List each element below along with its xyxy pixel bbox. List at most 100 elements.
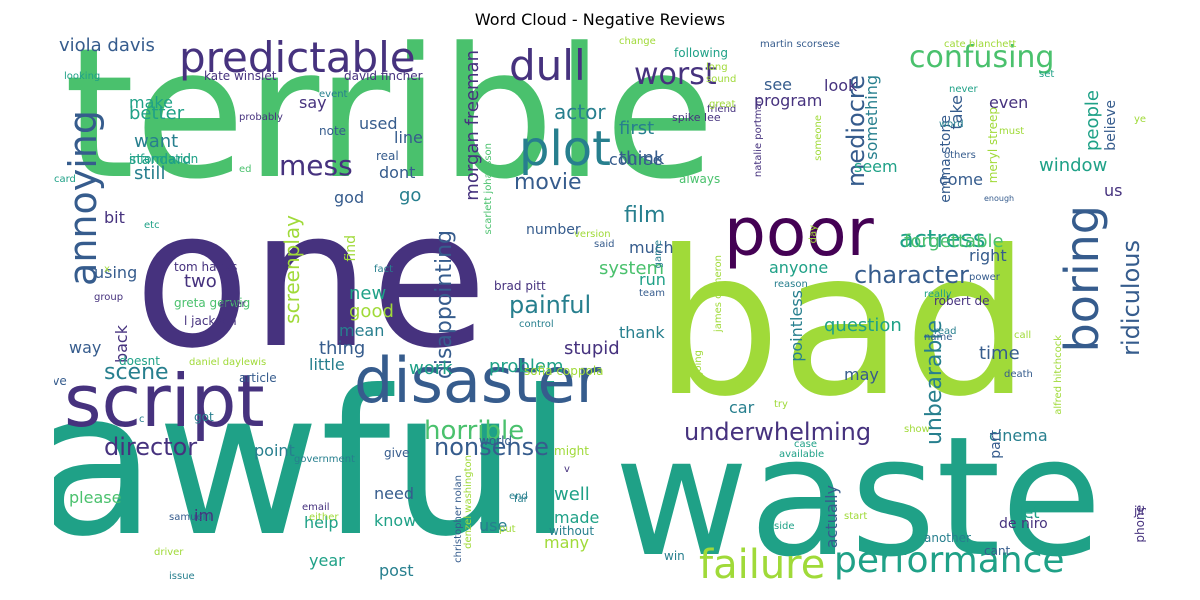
word-daniel-daylewis: daniel daylewis <box>189 357 267 368</box>
word-might: might <box>554 444 589 458</box>
word-im: im <box>194 506 215 525</box>
word-director: director <box>104 433 198 461</box>
word-believe: believe <box>1103 100 1119 151</box>
word-painful: painful <box>509 291 592 319</box>
word-robert-de: robert de <box>934 294 990 308</box>
word-never: never <box>949 84 978 95</box>
word-find: find <box>343 235 359 262</box>
word-scene: scene <box>104 360 169 385</box>
word-really: really <box>924 289 952 300</box>
word-part: part <box>988 430 1004 459</box>
word-right: right <box>969 246 1007 265</box>
word-seem: seem <box>854 157 898 176</box>
word-ridiculous: ridiculous <box>1117 240 1145 356</box>
word-greta-gerwig: greta gerwig <box>174 296 251 310</box>
word-try: try <box>774 399 788 410</box>
word-word: word <box>939 119 964 130</box>
word-control: control <box>519 319 554 330</box>
word-name: name <box>924 332 953 343</box>
word-denzel-washington: denzel washington <box>463 455 474 549</box>
word-script: script <box>64 359 265 443</box>
word-see: see <box>764 75 793 94</box>
word-good: good <box>349 301 394 322</box>
word-number: number <box>526 222 581 238</box>
word-team: team <box>639 288 665 299</box>
word-win: win <box>664 549 685 563</box>
word-give: give <box>384 446 410 460</box>
word-brad-pitt: brad pitt <box>494 279 546 293</box>
word-program: program <box>754 91 823 110</box>
word-cloud: terrible one awful waste bad script disaster pr… <box>54 35 1146 581</box>
word-another: another <box>924 531 971 545</box>
word-enough: enough <box>984 194 1015 203</box>
word-ed: ed <box>239 164 252 175</box>
word-either: either <box>309 512 339 523</box>
word-window: window <box>1039 155 1108 176</box>
word-well: well <box>554 484 590 505</box>
word-looking: looking <box>64 71 101 82</box>
word-martin-scorsese: martin scorsese <box>760 39 840 50</box>
word-help: help <box>304 513 339 532</box>
word-version: version <box>574 229 611 240</box>
word-friend: friend <box>707 104 737 115</box>
word-side: side <box>774 521 795 532</box>
word-new: new <box>349 283 387 304</box>
word-god: god <box>334 188 365 207</box>
word-character: character <box>854 261 969 289</box>
word-alfred-hitchcock: alfred hitchcock <box>1053 335 1064 415</box>
word-question: question <box>824 315 902 336</box>
word-samuel-l: samuel l <box>169 512 212 523</box>
word-got: got <box>194 410 214 424</box>
word-time: time <box>979 343 1020 364</box>
word-meryl-streep: meryl streep <box>986 107 1000 184</box>
word-actually: actually <box>822 485 841 549</box>
word-many: many <box>544 533 589 552</box>
word-order: order <box>219 299 246 310</box>
word-work: work <box>409 358 453 379</box>
word-event: event <box>319 89 348 100</box>
word-poor: poor <box>724 194 874 271</box>
word-nonsense: nonsense <box>434 433 549 461</box>
word-post: post <box>379 561 414 580</box>
word-two: two <box>184 271 217 292</box>
word-show: show <box>904 424 930 435</box>
word-worst: worst <box>634 57 717 92</box>
word-disappointing: disappointing <box>432 230 457 380</box>
word-driver: driver <box>154 547 184 558</box>
word-one: one <box>134 169 488 390</box>
word-actress: actress <box>899 225 986 253</box>
word-bit: bit <box>104 208 125 227</box>
word-power: power <box>969 272 1000 283</box>
word-know: know <box>374 511 417 530</box>
word-kate-winslet: kate winslet <box>204 69 277 83</box>
word-little: little <box>309 355 345 374</box>
word-day: day <box>808 225 819 244</box>
word-put: put <box>499 524 516 535</box>
word-morgan-freeman: morgan freeman <box>462 50 483 201</box>
word-probably: probably <box>239 112 283 123</box>
word-death: death <box>1004 369 1033 380</box>
word-world: world <box>479 434 513 448</box>
word-ive: ive <box>54 374 67 388</box>
word-using: using <box>94 263 138 282</box>
word-de-niro: de niro <box>999 516 1048 532</box>
word-cant: cant <box>984 544 1011 558</box>
word-spike-lee: spike lee <box>672 111 721 124</box>
word-real: real <box>376 149 399 163</box>
word-v: v <box>564 464 570 475</box>
word-confusing: confusing <box>909 40 1055 75</box>
word-case: case <box>794 439 817 450</box>
word-others: others <box>944 150 976 161</box>
word-much: much <box>629 238 674 257</box>
chart-title: Word Cloud - Negative Reviews <box>474 10 726 29</box>
word-used: used <box>359 114 398 133</box>
word-c: c <box>139 414 145 425</box>
word-must: must <box>999 126 1025 137</box>
word-tom-hanks: tom hanks <box>174 260 238 274</box>
word-even: even <box>989 93 1029 112</box>
word-doesnt: doesnt <box>119 354 160 368</box>
word-screenplay: screenplay <box>280 215 304 324</box>
word-sound: sound <box>706 74 737 85</box>
word-issue: issue <box>169 571 195 582</box>
word-mean: mean <box>339 321 385 340</box>
